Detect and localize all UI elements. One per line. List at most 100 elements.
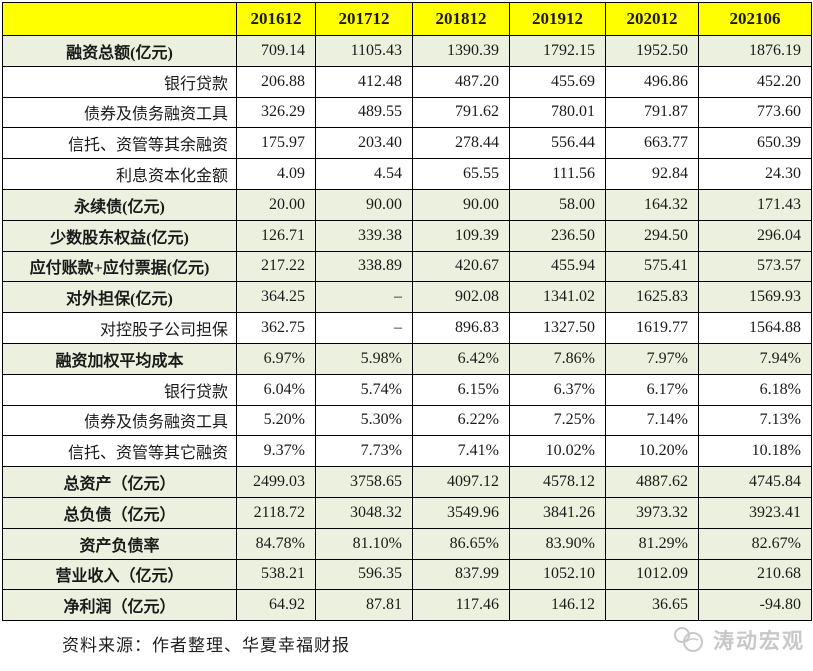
data-cell: 171.43	[698, 188, 812, 221]
header-cell-202012: 202012	[605, 2, 699, 36]
header-cell-201612: 201612	[236, 2, 316, 36]
data-cell: 780.01	[509, 96, 606, 129]
row-label-cell: 营业收入（亿元）	[2, 558, 237, 591]
data-cell: 538.21	[236, 558, 316, 591]
row-label-cell: 总资产（亿元）	[2, 466, 237, 498]
table-row: 信托、资管等其它融资 9.37% 7.73% 7.41% 10.02% 10.20% 10.…	[2, 435, 812, 468]
row-label-cell: 应付账款+应付票据(亿元)	[2, 250, 237, 283]
data-cell: 573.57	[698, 250, 812, 283]
data-cell: 650.39	[698, 127, 812, 160]
data-cell: 7.25%	[509, 404, 606, 437]
data-cell: 87.81	[315, 589, 413, 622]
data-cell: 10.02%	[509, 435, 606, 468]
data-cell: 773.60	[698, 96, 812, 129]
data-cell: 489.55	[315, 96, 413, 129]
source-note: 资料来源：作者整理、华夏幸福财报	[62, 636, 350, 656]
data-cell: 58.00	[509, 188, 606, 221]
data-cell: 3048.32	[315, 496, 413, 529]
data-cell: 364.25	[236, 281, 316, 314]
data-cell: -94.80	[698, 589, 812, 622]
data-cell: 326.29	[236, 96, 316, 129]
data-cell: 20.00	[236, 188, 316, 221]
table-row: 债券及债务融资工具 326.29 489.55 791.62 780.01 791.87 7…	[2, 96, 812, 129]
data-cell: 10.18%	[698, 435, 812, 468]
data-cell: 1327.50	[509, 312, 606, 344]
data-cell: 5.20%	[236, 404, 316, 437]
row-label-cell: 资产负债率	[2, 527, 237, 560]
table-row: 净利润（亿元） 64.92 87.81 117.46 146.12 36.65 -94.80	[2, 589, 812, 622]
data-cell: 596.35	[315, 558, 413, 591]
header-corner-cell	[2, 2, 237, 36]
data-cell: 90.00	[412, 188, 510, 221]
data-cell: 837.99	[412, 558, 510, 591]
data-cell: 487.20	[412, 65, 510, 98]
data-cell: 339.38	[315, 219, 413, 252]
row-label-cell: 少数股东权益(亿元)	[2, 219, 237, 252]
row-label-cell: 利息资本化金额	[2, 158, 237, 190]
watermark-text: 涛动宏观	[713, 629, 805, 653]
data-cell: 412.48	[315, 65, 413, 98]
data-cell: 1952.50	[605, 35, 699, 67]
data-cell: 81.29%	[605, 527, 699, 560]
data-cell: 294.50	[605, 219, 699, 252]
data-cell: 82.67%	[698, 527, 812, 560]
row-label-cell: 对外担保(亿元)	[2, 281, 237, 314]
data-cell: 7.14%	[605, 404, 699, 437]
data-cell: 117.46	[412, 589, 510, 622]
data-cell: 6.37%	[509, 373, 606, 406]
header-row: 201612 201712 201812 201912 202012 202106	[2, 2, 812, 36]
table-row: 融资总额(亿元) 709.14 1105.43 1390.39 1792.15 1952.…	[2, 35, 812, 67]
data-cell: 3923.41	[698, 496, 812, 529]
table-row: 对外担保(亿元) 364.25–902.08 1341.02 1625.83 1569.…	[2, 281, 812, 314]
data-cell: 4097.12	[412, 466, 510, 498]
row-label-cell: 银行贷款	[2, 373, 237, 406]
data-cell: 90.00	[315, 188, 413, 221]
data-cell: 86.65%	[412, 527, 510, 560]
table-row: 信托、资管等其余融资 175.97 203.40 278.44 556.44 663.77…	[2, 127, 812, 160]
data-cell: 7.86%	[509, 342, 606, 375]
data-cell: 7.97%	[605, 342, 699, 375]
row-label-cell: 债券及债务融资工具	[2, 404, 237, 437]
financial-table: 201612 201712 201812 201912 202012 202106 融资总额…	[2, 2, 812, 622]
data-cell: 791.87	[605, 96, 699, 129]
header-cell-201712: 201712	[315, 2, 413, 36]
table-row: 应付账款+应付票据(亿元) 217.22 338.89 420.67 455.94 575…	[2, 250, 812, 283]
data-cell: 1625.83	[605, 281, 699, 314]
data-cell: 6.22%	[412, 404, 510, 437]
header-cell-202106: 202106	[698, 2, 812, 36]
data-cell: 109.39	[412, 219, 510, 252]
row-label-cell: 信托、资管等其它融资	[2, 435, 237, 468]
data-cell: 81.10%	[315, 527, 413, 560]
row-label-cell: 银行贷款	[2, 65, 237, 98]
data-cell: 203.40	[315, 127, 413, 160]
page: 201612 201712 201812 201912 202012 202106 融资总额…	[0, 2, 813, 656]
data-cell: 7.94%	[698, 342, 812, 375]
data-cell: –	[315, 312, 413, 344]
table-row: 永续债(亿元) 20.00 90.00 90.00 58.00 164.32 171.43	[2, 188, 812, 221]
data-cell: 1390.39	[412, 35, 510, 67]
data-cell: 1569.93	[698, 281, 812, 314]
data-cell: 296.04	[698, 219, 812, 252]
data-cell: 2499.03	[236, 466, 316, 498]
table-row: 总资产（亿元） 2499.03 3758.65 4097.12 4578.12 4887.…	[2, 466, 812, 498]
data-cell: 1105.43	[315, 35, 413, 67]
data-cell: 5.74%	[315, 373, 413, 406]
data-cell: 7.73%	[315, 435, 413, 468]
data-cell: 1876.19	[698, 35, 812, 67]
data-cell: 6.15%	[412, 373, 510, 406]
row-label-cell: 融资总额(亿元)	[2, 35, 237, 67]
data-cell: 496.86	[605, 65, 699, 98]
data-cell: 24.30	[698, 158, 812, 190]
data-cell: 3549.96	[412, 496, 510, 529]
data-cell: 7.41%	[412, 435, 510, 468]
data-cell: 4578.12	[509, 466, 606, 498]
data-cell: 10.20%	[605, 435, 699, 468]
data-cell: 1564.88	[698, 312, 812, 344]
data-cell: 4.09	[236, 158, 316, 190]
data-cell: 278.44	[412, 127, 510, 160]
data-cell: 4.54	[315, 158, 413, 190]
data-cell: 1012.09	[605, 558, 699, 591]
data-cell: 92.84	[605, 158, 699, 190]
row-label-cell: 债券及债务融资工具	[2, 96, 237, 129]
data-cell: 362.75	[236, 312, 316, 344]
